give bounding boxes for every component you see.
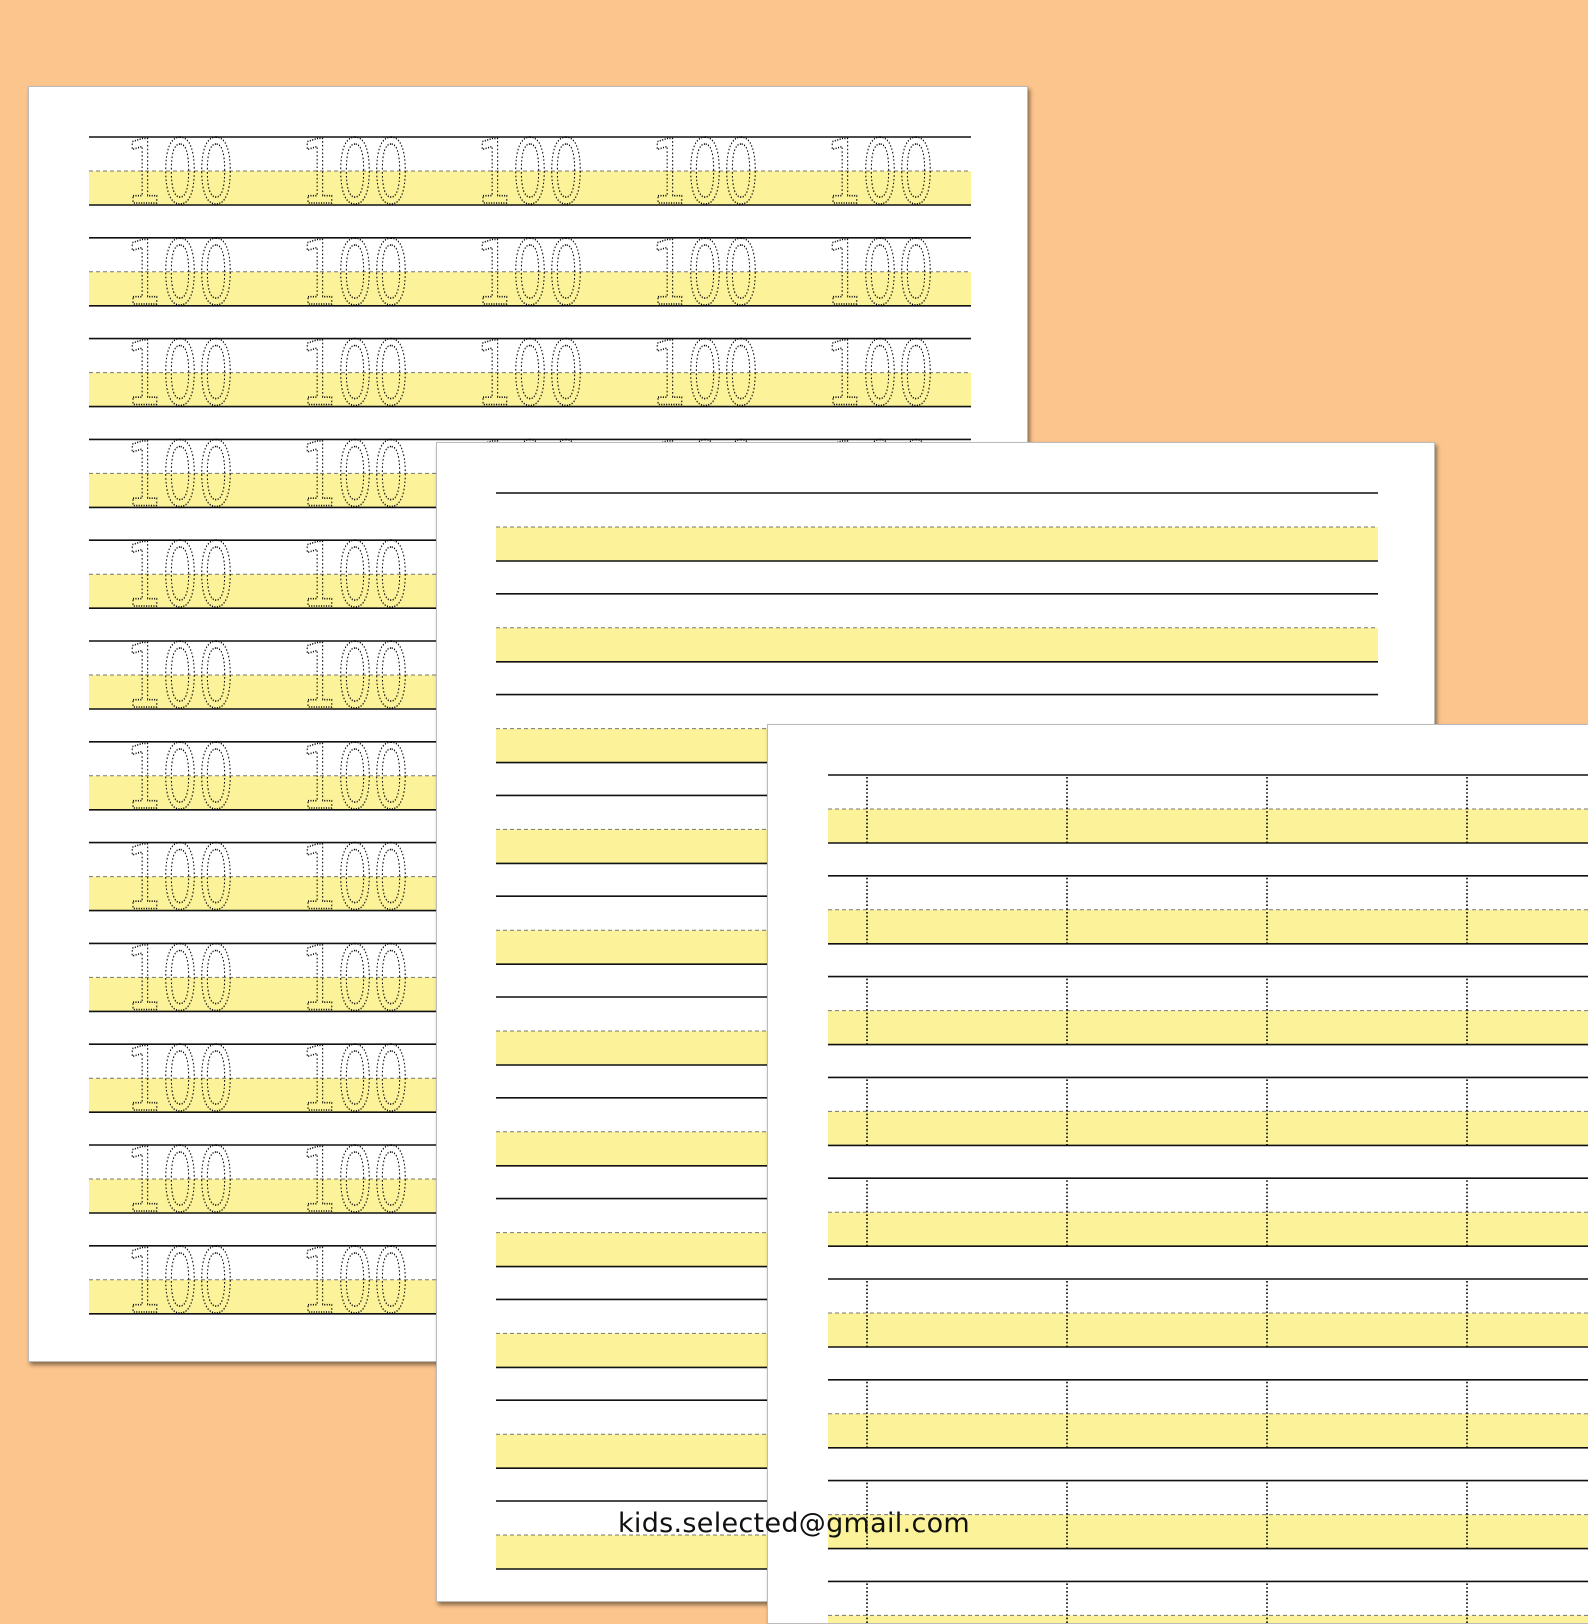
tracing-number: 100 — [301, 1028, 409, 1131]
tracing-number: 100 — [126, 423, 234, 526]
tracing-number: 100 — [301, 726, 409, 829]
tracing-number: 100 — [651, 121, 759, 224]
tracing-number: 100 — [301, 927, 409, 1030]
tracing-row-highlight — [89, 372, 971, 407]
tracing-number: 100 — [126, 827, 234, 930]
column-row-highlight — [828, 1514, 1588, 1549]
tracing-number: 100 — [301, 423, 409, 526]
writing-row-highlight — [496, 527, 1378, 561]
column-row-highlight — [828, 1313, 1588, 1347]
tracing-number: 100 — [476, 323, 584, 426]
tracing-number: 100 — [826, 222, 934, 325]
tracing-number: 100 — [301, 524, 409, 627]
tracing-number: 100 — [126, 1028, 234, 1131]
tracing-number: 100 — [301, 625, 409, 728]
tracing-number: 100 — [126, 726, 234, 829]
tracing-number: 100 — [126, 323, 234, 426]
tracing-number: 100 — [476, 222, 584, 325]
tracing-number: 100 — [476, 121, 584, 224]
tracing-number: 100 — [651, 323, 759, 426]
tracing-number: 100 — [301, 323, 409, 426]
tracing-number: 100 — [301, 1230, 409, 1333]
tracing-number: 100 — [301, 121, 409, 224]
worksheet-dotted-columns — [767, 724, 1588, 1624]
column-row-highlight — [828, 1010, 1588, 1045]
tracing-number: 100 — [126, 524, 234, 627]
writing-row-highlight — [496, 627, 1378, 662]
tracing-number: 100 — [126, 121, 234, 224]
tracing-number: 100 — [126, 1129, 234, 1232]
column-row-highlight — [828, 1212, 1588, 1247]
tracing-number: 100 — [301, 1129, 409, 1232]
tracing-number: 100 — [126, 222, 234, 325]
tracing-number: 100 — [301, 827, 409, 930]
tracing-row-highlight — [89, 171, 971, 205]
tracing-number: 100 — [301, 222, 409, 325]
tracing-number: 100 — [826, 323, 934, 426]
tracing-number: 100 — [651, 222, 759, 325]
contact-email: kids.selected@gmail.com — [618, 1508, 971, 1539]
tracing-number: 100 — [126, 625, 234, 728]
tracing-number: 100 — [826, 121, 934, 224]
column-row-highlight — [828, 1111, 1588, 1146]
tracing-number: 100 — [126, 1230, 234, 1333]
tracing-row-highlight — [89, 271, 971, 306]
column-row-highlight — [828, 1413, 1588, 1448]
column-row-highlight — [828, 809, 1588, 843]
column-row-highlight — [828, 909, 1588, 944]
tracing-number: 100 — [126, 927, 234, 1030]
column-row-highlight — [828, 1615, 1588, 1623]
